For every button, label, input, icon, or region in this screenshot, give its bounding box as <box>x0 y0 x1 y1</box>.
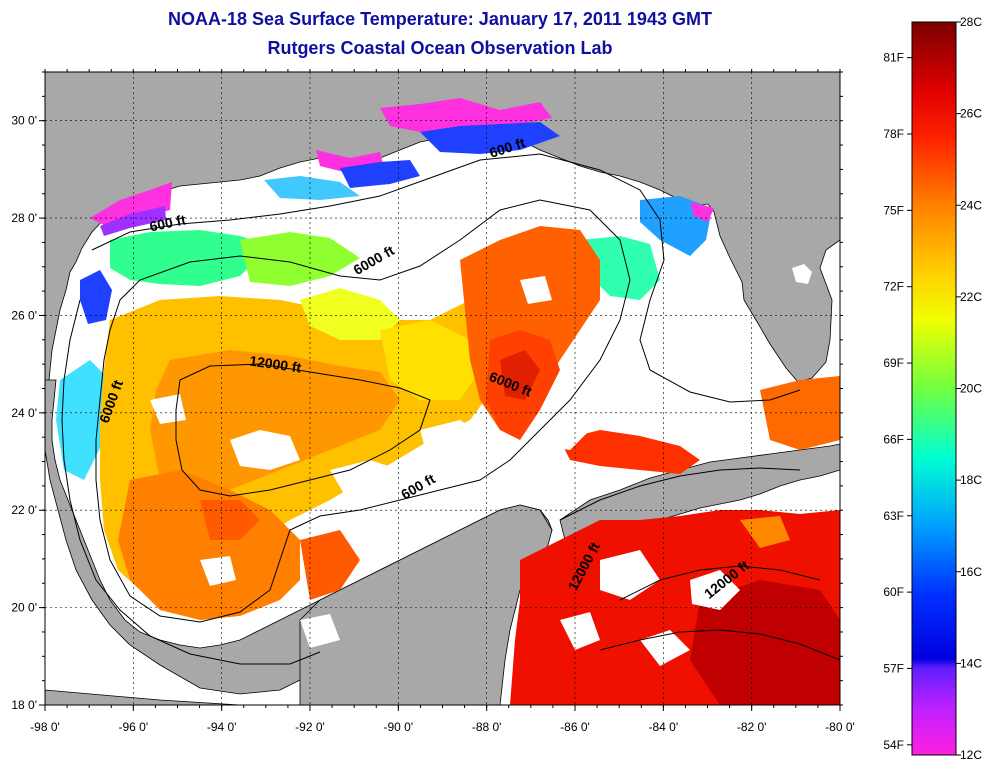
celsius-label: 16C <box>960 565 982 579</box>
depth-contour-label: 600 ft <box>148 211 187 234</box>
celsius-label: 14C <box>960 656 982 670</box>
lat-tick-label: 24 0' <box>11 406 37 420</box>
fahrenheit-label: 78F <box>883 127 904 141</box>
lon-tick-label: -92 0' <box>295 720 325 734</box>
lat-tick-label: 20 0' <box>11 601 37 615</box>
color-scale-labels: 28C 26C 24C 22C 20C 18C 16C 14C 12C 81F 78F 75F 72F 6… <box>883 15 982 762</box>
map-subtitle: Rutgers Coastal Ocean Observation Lab <box>267 38 613 58</box>
lon-tick-label: -96 0' <box>119 720 149 734</box>
celsius-label: 24C <box>960 198 982 212</box>
lon-tick-label: -82 0' <box>737 720 767 734</box>
fahrenheit-label: 69F <box>883 356 904 370</box>
celsius-label: 20C <box>960 382 982 396</box>
lon-tick-label: -98 0' <box>30 720 60 734</box>
fahrenheit-label: 72F <box>883 280 904 294</box>
depth-contour-label: 12000 ft <box>248 353 302 376</box>
lat-tick-label: 22 0' <box>11 503 37 517</box>
fahrenheit-label: 63F <box>883 509 904 523</box>
lon-tick-label: -80 0' <box>825 720 855 734</box>
celsius-label: 26C <box>960 107 982 121</box>
fahrenheit-label: 81F <box>883 51 904 65</box>
lon-tick-label: -88 0' <box>472 720 502 734</box>
lat-lon-grid <box>45 72 840 705</box>
lon-tick-label: -84 0' <box>649 720 679 734</box>
axis-ticks: 30 0' 28 0' 26 0' 24 0' 22 0' 20 0' 18 0' -98 0… <box>11 69 855 734</box>
lat-tick-label: 28 0' <box>11 211 37 225</box>
celsius-label: 18C <box>960 473 982 487</box>
fahrenheit-label: 54F <box>883 738 904 752</box>
celsius-label: 12C <box>960 748 982 762</box>
temperature-color-scale <box>911 21 957 756</box>
land-florida-lake <box>792 264 812 284</box>
fahrenheit-label: 60F <box>883 585 904 599</box>
lat-tick-label: 30 0' <box>11 114 37 128</box>
lon-tick-label: -94 0' <box>207 720 237 734</box>
fahrenheit-label: 66F <box>883 432 904 446</box>
lon-tick-label: -90 0' <box>384 720 414 734</box>
lat-tick-label: 18 0' <box>11 698 37 712</box>
celsius-label: 22C <box>960 290 982 304</box>
land-yucatan <box>45 504 553 705</box>
map-title: NOAA-18 Sea Surface Temperature: January… <box>168 9 712 29</box>
lat-tick-label: 26 0' <box>11 308 37 322</box>
lon-tick-label: -86 0' <box>560 720 590 734</box>
fahrenheit-label: 75F <box>883 203 904 217</box>
fahrenheit-label: 57F <box>883 661 904 675</box>
celsius-label: 28C <box>960 15 982 29</box>
sst-field <box>56 98 840 705</box>
